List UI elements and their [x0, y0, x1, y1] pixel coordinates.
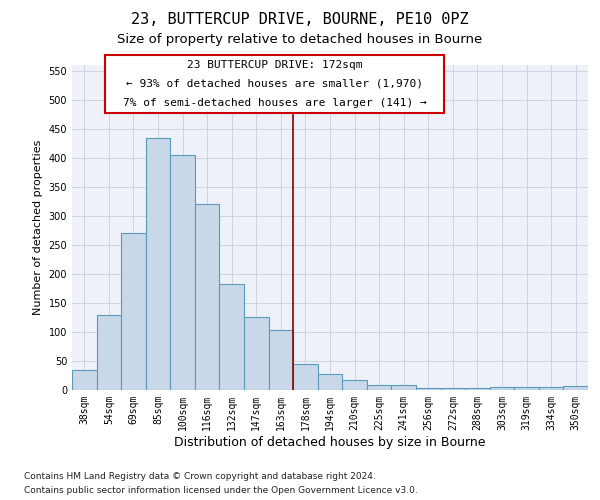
Bar: [367, 386, 391, 390]
Bar: [490, 387, 514, 390]
Bar: [293, 364, 318, 390]
Bar: [220, 284, 244, 390]
Bar: [195, 204, 220, 390]
Text: Contains public sector information licensed under the Open Government Licence v3: Contains public sector information licen…: [24, 486, 418, 495]
Text: Size of property relative to detached houses in Bourne: Size of property relative to detached ho…: [118, 32, 482, 46]
Bar: [563, 386, 588, 390]
Bar: [72, 370, 97, 390]
Text: ← 93% of detached houses are smaller (1,970): ← 93% of detached houses are smaller (1,…: [126, 78, 423, 89]
Bar: [416, 388, 440, 390]
X-axis label: Distribution of detached houses by size in Bourne: Distribution of detached houses by size …: [174, 436, 486, 448]
Text: 7% of semi-detached houses are larger (141) →: 7% of semi-detached houses are larger (1…: [122, 98, 427, 108]
Bar: [342, 380, 367, 390]
Bar: [121, 232, 146, 390]
Bar: [269, 330, 293, 390]
Text: Contains HM Land Registry data © Crown copyright and database right 2024.: Contains HM Land Registry data © Crown c…: [24, 472, 376, 481]
Bar: [440, 388, 465, 390]
Bar: [97, 314, 121, 390]
Bar: [318, 374, 342, 390]
Bar: [465, 388, 490, 390]
Bar: [244, 318, 269, 390]
Bar: [391, 385, 416, 390]
Bar: [514, 387, 539, 390]
Bar: [146, 138, 170, 390]
Text: 23 BUTTERCUP DRIVE: 172sqm: 23 BUTTERCUP DRIVE: 172sqm: [187, 60, 362, 70]
Bar: [539, 387, 563, 390]
Bar: [170, 155, 195, 390]
Text: 23, BUTTERCUP DRIVE, BOURNE, PE10 0PZ: 23, BUTTERCUP DRIVE, BOURNE, PE10 0PZ: [131, 12, 469, 28]
Y-axis label: Number of detached properties: Number of detached properties: [33, 140, 43, 315]
